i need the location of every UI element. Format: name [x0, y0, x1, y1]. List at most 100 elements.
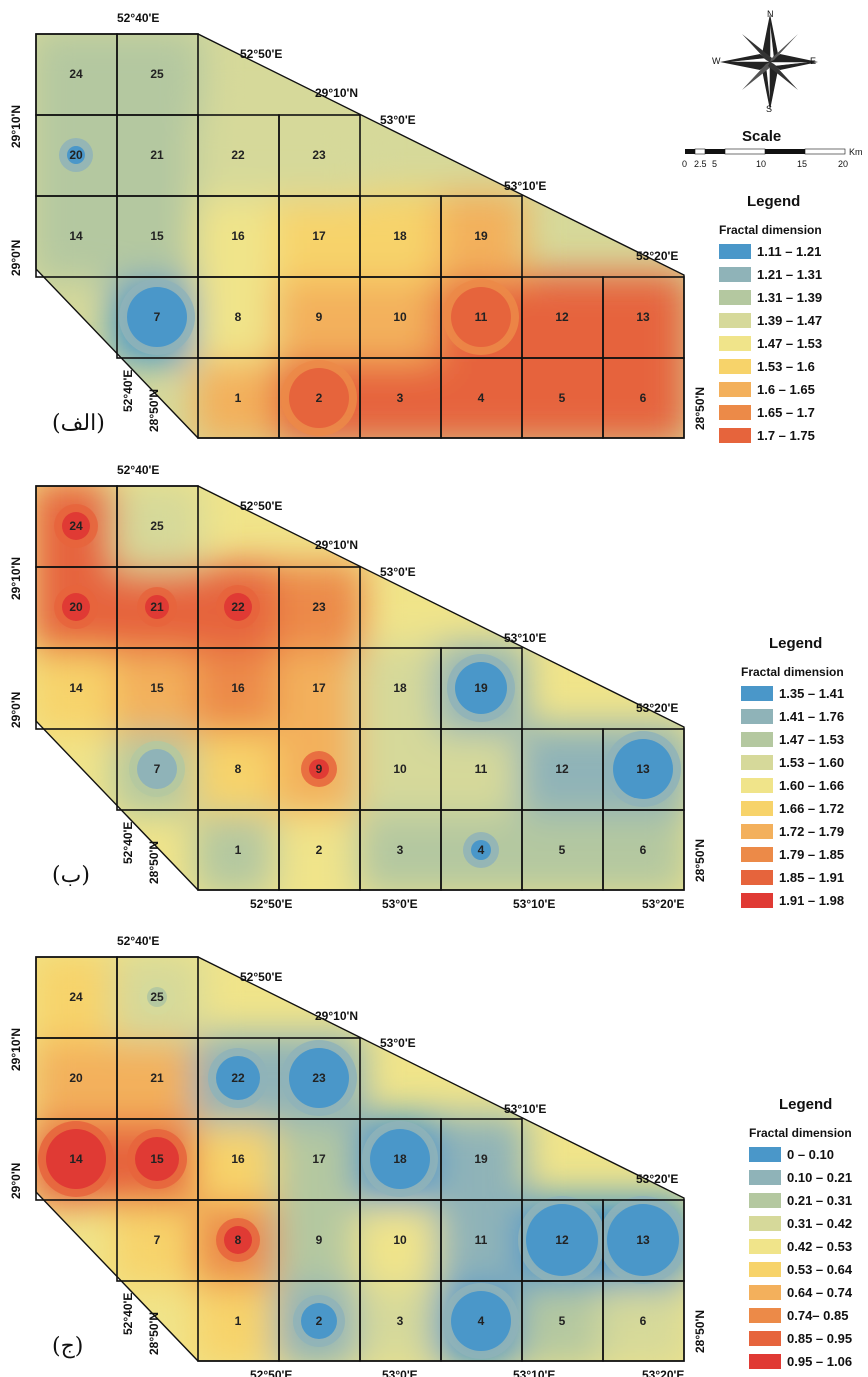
left-coordinate-label: 29°10'N: [9, 105, 23, 148]
bottom-coordinate-label: 53°0'E: [382, 897, 418, 911]
legend-swatch: [741, 778, 773, 793]
top-coordinate-label: 52°50'E: [240, 47, 282, 61]
cell-number-label: 4: [478, 391, 485, 405]
legend-swatch: [749, 1239, 781, 1254]
cell-number-label: 8: [235, 1233, 242, 1247]
top-coordinate-label: 52°50'E: [240, 970, 282, 984]
cell-number-label: 11: [475, 762, 488, 776]
legend-swatch: [719, 382, 751, 397]
compass-rose-icon: N E S W: [712, 9, 818, 114]
scale-tick: 15: [797, 159, 807, 169]
legend-subtitle: Fractal dimension: [741, 665, 844, 679]
cell-number-label: 22: [231, 1071, 245, 1085]
cell-number-label: 18: [393, 1152, 407, 1166]
legend-swatch: [749, 1193, 781, 1208]
cell-number-label: 10: [393, 310, 407, 324]
top-coordinate-label: 53°20'E: [636, 701, 678, 715]
cell-number-label: 23: [312, 1071, 326, 1085]
cell-number-label: 21: [150, 600, 164, 614]
left-coordinate-label: 28°50'N: [147, 841, 161, 884]
legend-swatch: [719, 336, 751, 351]
legend-item-label: 0.31 – 0.42: [787, 1216, 852, 1231]
legend-item-label: 0.95 – 1.06: [787, 1354, 852, 1369]
scale-tick: 0: [682, 159, 687, 169]
cell-number-label: 23: [312, 148, 326, 162]
legend-item-label: 0.42 – 0.53: [787, 1239, 852, 1254]
legend-item-label: 1.72 – 1.79: [779, 824, 844, 839]
top-coordinate-label: 53°20'E: [636, 1172, 678, 1186]
legend-swatch: [719, 313, 751, 328]
legend-item-label: 1.39 – 1.47: [757, 313, 822, 328]
left-coordinate-label: 29°10'N: [9, 1028, 23, 1071]
fractal-surface: [36, 486, 684, 890]
left-coordinate-label: 28°50'N: [147, 389, 161, 432]
cell-number-label: 2: [316, 843, 323, 857]
scale-unit: Km: [849, 147, 863, 157]
cell-number-label: 11: [475, 1233, 488, 1247]
top-coordinate-label: 53°10'E: [504, 1102, 546, 1116]
legend-item-label: 0.53 – 0.64: [787, 1262, 853, 1277]
cell-number-label: 3: [397, 1314, 404, 1328]
cell-number-label: 17: [312, 229, 326, 243]
fractal-surface: [36, 34, 684, 438]
cell-number-label: 18: [393, 229, 407, 243]
legend: Legend Fractal dimension 1.35 – 1.41 1.41 –…: [741, 635, 844, 908]
legend-swatch: [719, 267, 751, 282]
scale-bar: Scale 0 2.5 5 10 15 20 Km: [682, 128, 863, 169]
legend: Legend Fractal dimension 1.11 – 1.21 1.21 –…: [719, 193, 822, 443]
cell-number-label: 7: [154, 1233, 161, 1247]
left-coordinate-label: 29°0'N: [9, 1163, 23, 1199]
scale-tick: 5: [712, 159, 717, 169]
grid-cell: [278, 114, 361, 197]
legend-item-label: 0.64 – 0.74: [787, 1285, 853, 1300]
legend-item-label: 1.41 – 1.76: [779, 709, 844, 724]
cell-number-label: 19: [474, 1152, 488, 1166]
legend-swatch: [749, 1354, 781, 1369]
legend-item-label: 1.91 – 1.98: [779, 893, 844, 908]
cell-number-label: 15: [150, 229, 164, 243]
left-coordinate-label: 52°40'E: [121, 1293, 135, 1335]
grid-cell: [440, 195, 523, 278]
cell-number-label: 23: [312, 600, 326, 614]
fractal-surface: [36, 957, 684, 1361]
cell-number-label: 5: [559, 843, 566, 857]
legend-subtitle: Fractal dimension: [749, 1126, 852, 1140]
legend-title: Legend: [779, 1096, 832, 1113]
bottom-coordinate-label: 53°20'E: [642, 1368, 684, 1377]
cell-number-label: 14: [69, 229, 83, 243]
cell-number-label: 1: [235, 391, 242, 405]
legend-swatch: [749, 1285, 781, 1300]
legend-item-label: 1.65 – 1.7: [757, 405, 815, 420]
legend-swatch: [749, 1308, 781, 1323]
left-coordinate-label: 29°0'N: [9, 240, 23, 276]
cell-number-label: 13: [636, 310, 650, 324]
legend-swatch: [741, 755, 773, 770]
left-coordinate-label: 28°50'N: [147, 1312, 161, 1355]
legend-swatch: [749, 1147, 781, 1162]
left-coordinate-label: 52°40'E: [121, 822, 135, 864]
grid-cell: [278, 1037, 361, 1120]
right-coordinate-label: 28°50'N: [693, 1310, 707, 1353]
compass-s-label: S: [766, 104, 772, 114]
left-coordinate-label: 29°0'N: [9, 692, 23, 728]
legend-item-label: 1.11 – 1.21: [757, 244, 821, 259]
legend-item-label: 1.21 – 1.31: [757, 267, 822, 282]
cell-number-label: 1: [235, 1314, 242, 1328]
cell-number-label: 4: [478, 1314, 485, 1328]
cell-number-label: 17: [312, 1152, 326, 1166]
legend-swatch: [741, 824, 773, 839]
cell-number-label: 13: [636, 1233, 650, 1247]
cell-number-label: 25: [150, 519, 164, 533]
cell-number-label: 14: [69, 1152, 83, 1166]
legend-swatch: [741, 893, 773, 908]
cell-number-label: 19: [474, 681, 488, 695]
grid-cell: [278, 566, 361, 649]
legend-swatch: [749, 1216, 781, 1231]
cell-number-label: 12: [555, 762, 569, 776]
cell-number-label: 25: [150, 990, 164, 1004]
top-coordinate-label: 29°10'N: [315, 538, 358, 552]
